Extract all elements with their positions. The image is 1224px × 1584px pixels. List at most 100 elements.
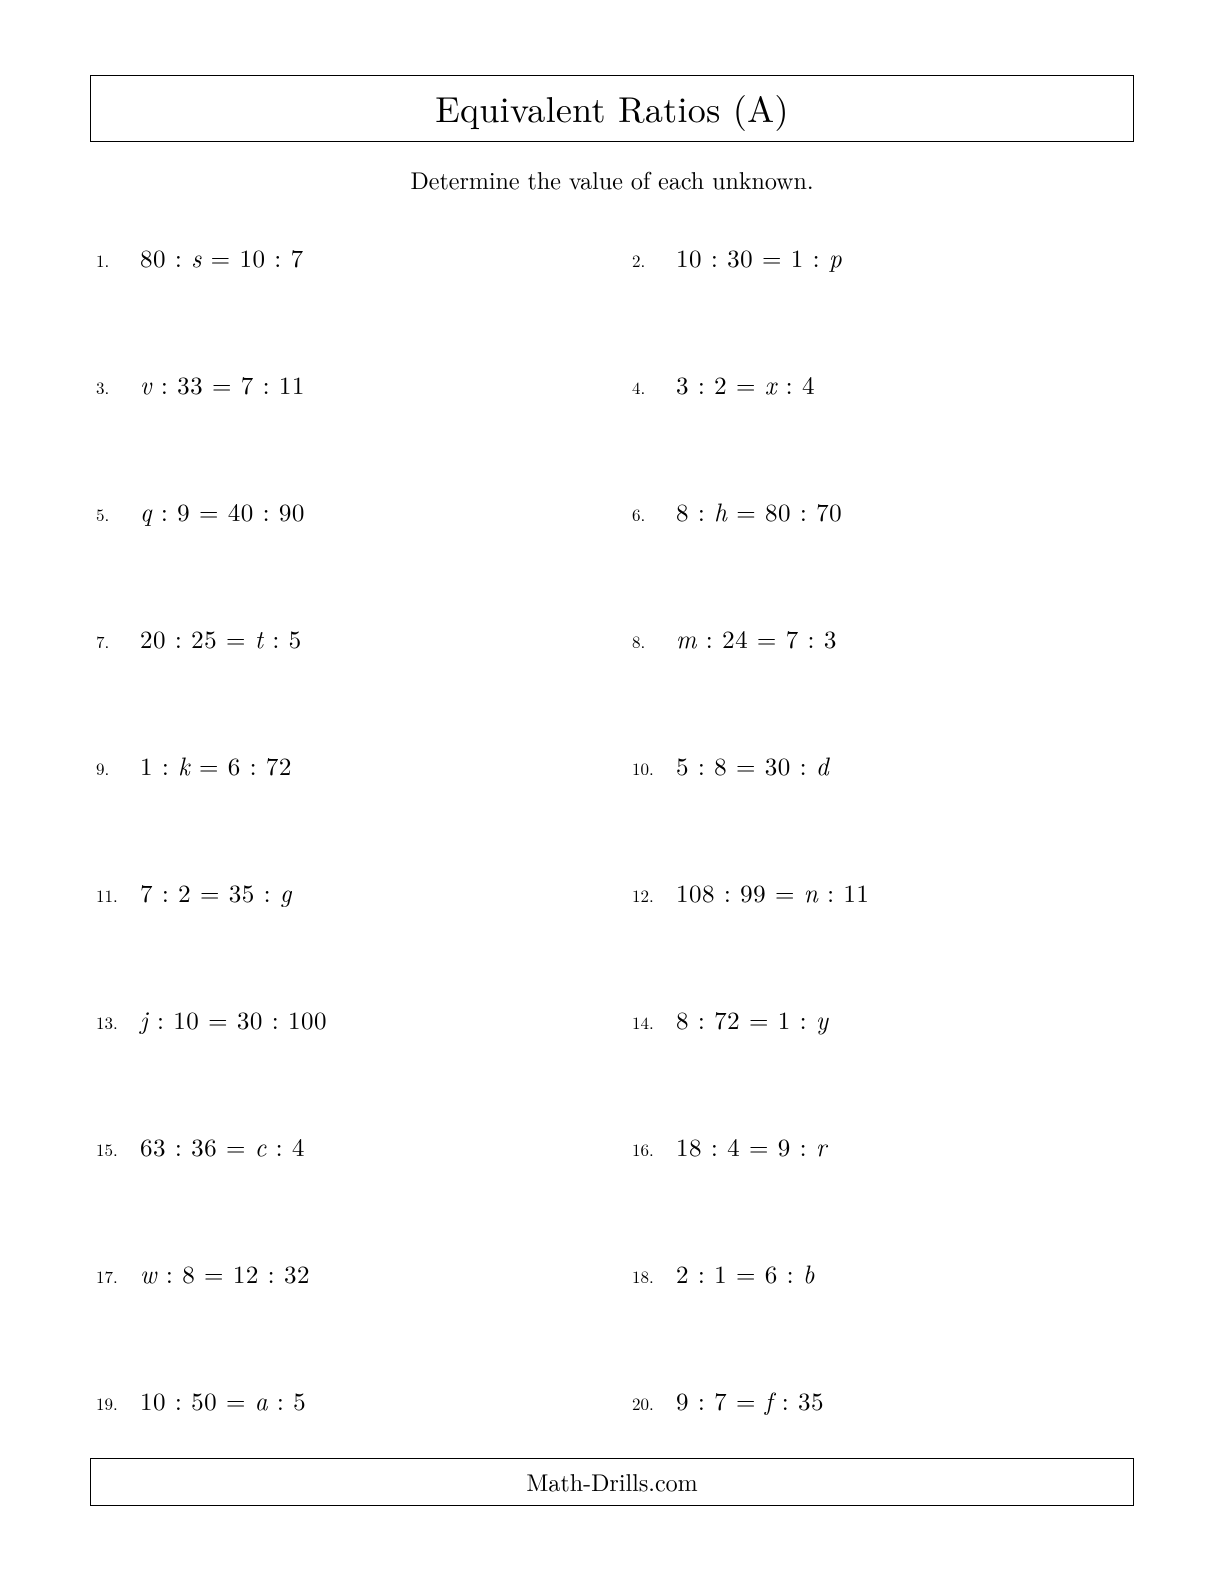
problem-expression: m : 24 = 7 : 3 (676, 621, 837, 656)
unknown-variable: j (140, 1002, 148, 1037)
ratio-term: 4 (802, 367, 815, 402)
problem-number: 19. (96, 1391, 140, 1415)
unknown-variable: p (829, 240, 842, 275)
worksheet-page: Equivalent Ratios (A) Determine the valu… (0, 0, 1224, 1418)
problem-number: 5. (96, 502, 140, 526)
problem-expression: q : 9 = 40 : 90 (140, 494, 305, 529)
ratio-term: 9 (778, 1129, 791, 1164)
problem-expression: 8 : h = 80 : 70 (676, 494, 842, 529)
problem-expression: v : 33 = 7 : 11 (140, 367, 305, 402)
ratio-term: 35 (798, 1383, 824, 1418)
ratio-term: 7 (291, 240, 304, 275)
problems-grid: 1.80 : s = 10 : 7 2.10 : 30 = 1 : p 3.v : … (90, 240, 1134, 1418)
unknown-variable: v (140, 367, 152, 402)
ratio-term: 30 (765, 748, 791, 783)
problem: 12.108 : 99 = n : 11 (632, 875, 1128, 910)
problem: 9.1 : k = 6 : 72 (96, 748, 592, 783)
ratio-term: 10 (676, 240, 702, 275)
problem: 10.5 : 8 = 30 : d (632, 748, 1128, 783)
problem-number: 2. (632, 248, 676, 272)
unknown-variable: b (803, 1256, 815, 1291)
ratio-term: 18 (676, 1129, 702, 1164)
problem-expression: 1 : k = 6 : 72 (140, 748, 292, 783)
footer-text: Math-Drills.com (91, 1464, 1133, 1498)
problem: 19.10 : 50 = a : 5 (96, 1383, 592, 1418)
ratio-term: 36 (191, 1129, 217, 1164)
problem-expression: 63 : 36 = c : 4 (140, 1129, 305, 1164)
ratio-term: 10 (239, 240, 265, 275)
unknown-variable: s (191, 240, 202, 275)
problem-number: 18. (632, 1264, 676, 1288)
ratio-term: 1 (778, 1002, 791, 1037)
problem-number: 12. (632, 883, 676, 907)
ratio-term: 100 (288, 1002, 327, 1037)
ratio-term: 7 (714, 1383, 727, 1418)
problem-number: 3. (96, 375, 140, 399)
ratio-term: 11 (279, 367, 305, 402)
unknown-variable: w (140, 1256, 157, 1291)
problem-expression: 5 : 8 = 30 : d (676, 748, 829, 783)
ratio-term: 24 (722, 621, 748, 656)
ratio-term: 8 (676, 1002, 689, 1037)
problem: 13.j : 10 = 30 : 100 (96, 1002, 592, 1037)
problem-expression: 7 : 2 = 35 : g (140, 875, 292, 910)
unknown-variable: x (765, 367, 777, 402)
problem-number: 1. (96, 248, 140, 272)
problem-number: 17. (96, 1264, 140, 1288)
ratio-term: 2 (676, 1256, 689, 1291)
unknown-variable: k (178, 748, 190, 783)
problem-number: 16. (632, 1137, 676, 1161)
unknown-variable: q (140, 494, 152, 529)
unknown-variable: m (676, 621, 697, 656)
ratio-term: 72 (714, 1002, 740, 1037)
problem: 20.9 : 7 = f : 35 (632, 1383, 1128, 1418)
problem-number: 13. (96, 1010, 140, 1034)
ratio-term: 20 (140, 621, 166, 656)
unknown-variable: a (255, 1383, 268, 1418)
ratio-term: 12 (233, 1256, 259, 1291)
problem-number: 9. (96, 756, 140, 780)
problem-number: 10. (632, 756, 676, 780)
problem: 3.v : 33 = 7 : 11 (96, 367, 592, 402)
ratio-term: 25 (191, 621, 217, 656)
problem-expression: w : 8 = 12 : 32 (140, 1256, 310, 1291)
problem-number: 11. (96, 883, 140, 907)
problem: 15.63 : 36 = c : 4 (96, 1129, 592, 1164)
ratio-term: 5 (289, 621, 302, 656)
problem-number: 15. (96, 1137, 140, 1161)
ratio-term: 6 (765, 1256, 778, 1291)
ratio-term: 1 (140, 748, 153, 783)
problem: 11.7 : 2 = 35 : g (96, 875, 592, 910)
ratio-term: 3 (824, 621, 837, 656)
ratio-term: 4 (727, 1129, 740, 1164)
ratio-term: 1 (791, 240, 804, 275)
problem-expression: 108 : 99 = n : 11 (676, 875, 869, 910)
problem: 16.18 : 4 = 9 : r (632, 1129, 1128, 1164)
ratio-term: 70 (816, 494, 842, 529)
ratio-term: 99 (740, 875, 766, 910)
problem: 17.w : 8 = 12 : 32 (96, 1256, 592, 1291)
problem-number: 14. (632, 1010, 676, 1034)
ratio-term: 108 (676, 875, 715, 910)
problem-number: 8. (632, 629, 676, 653)
problem-expression: 3 : 2 = x : 4 (676, 367, 815, 402)
problem-expression: 18 : 4 = 9 : r (676, 1129, 827, 1164)
ratio-term: 10 (140, 1383, 166, 1418)
ratio-term: 30 (727, 240, 753, 275)
ratio-term: 8 (676, 494, 689, 529)
problem-expression: 10 : 30 = 1 : p (676, 240, 842, 275)
ratio-term: 3 (676, 367, 689, 402)
problem-expression: 10 : 50 = a : 5 (140, 1383, 306, 1418)
ratio-term: 10 (173, 1002, 199, 1037)
ratio-term: 9 (177, 494, 190, 529)
problem-expression: 2 : 1 = 6 : b (676, 1256, 815, 1291)
ratio-term: 1 (714, 1256, 727, 1291)
unknown-variable: c (255, 1129, 267, 1164)
ratio-term: 8 (182, 1256, 195, 1291)
ratio-term: 80 (140, 240, 166, 275)
ratio-term: 33 (177, 367, 203, 402)
ratio-term: 8 (714, 748, 727, 783)
problem-expression: 80 : s = 10 : 7 (140, 240, 304, 275)
problem: 18.2 : 1 = 6 : b (632, 1256, 1128, 1291)
unknown-variable: d (816, 748, 829, 783)
